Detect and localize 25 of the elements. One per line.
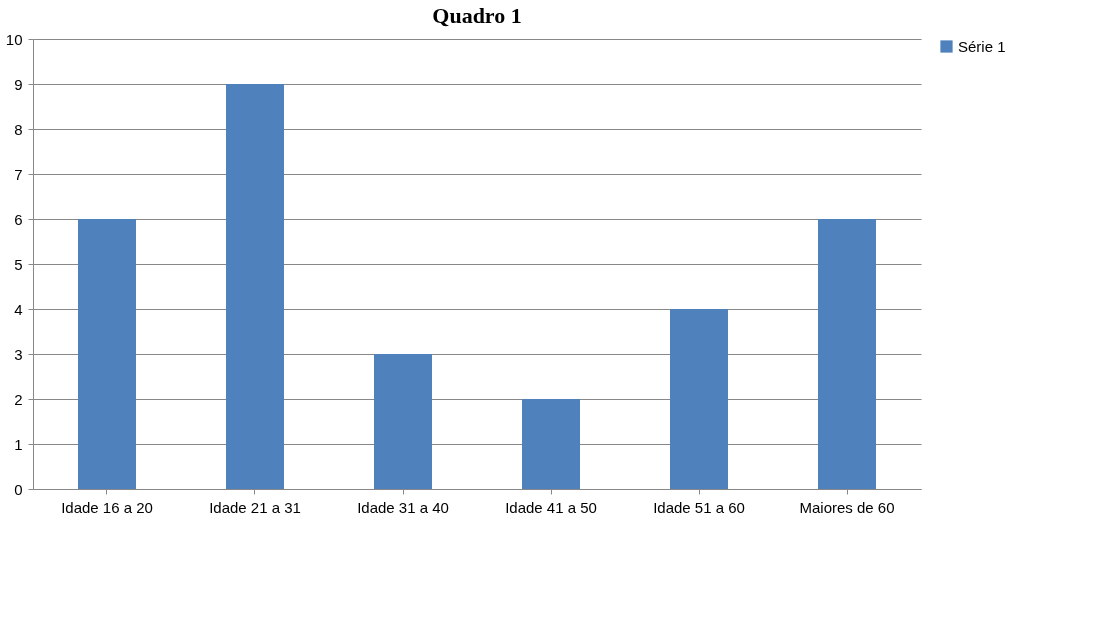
y-tick-label: 2 xyxy=(14,390,23,408)
x-tick-label: Idade 51 a 60 xyxy=(653,498,745,516)
bar xyxy=(374,354,432,489)
y-tick-label: 0 xyxy=(14,480,23,498)
y-tick-label: 5 xyxy=(14,255,23,273)
x-tick-label: Idade 41 a 50 xyxy=(505,498,597,516)
y-tick-label: 8 xyxy=(14,120,23,138)
chart-title: Quadro 1 xyxy=(432,3,522,28)
x-tick-label: Idade 21 a 31 xyxy=(209,498,301,516)
bar xyxy=(670,309,728,489)
y-tick-label: 10 xyxy=(5,30,23,48)
bar xyxy=(226,84,284,489)
y-tick-label: 6 xyxy=(14,210,23,228)
bar xyxy=(522,399,580,489)
y-tick-label: 4 xyxy=(14,300,23,318)
y-tick-label: 9 xyxy=(14,75,23,93)
bar xyxy=(818,219,876,489)
x-tick-label: Idade 16 a 20 xyxy=(61,498,153,516)
y-tick-label: 1 xyxy=(14,435,23,453)
x-tick-label: Idade 31 a 40 xyxy=(357,498,449,516)
x-tick-label: Maiores de 60 xyxy=(799,498,895,516)
y-tick-label: 3 xyxy=(14,345,23,363)
legend-label: Série 1 xyxy=(958,37,1006,55)
y-tick-label: 7 xyxy=(14,165,23,183)
bar xyxy=(78,219,136,489)
